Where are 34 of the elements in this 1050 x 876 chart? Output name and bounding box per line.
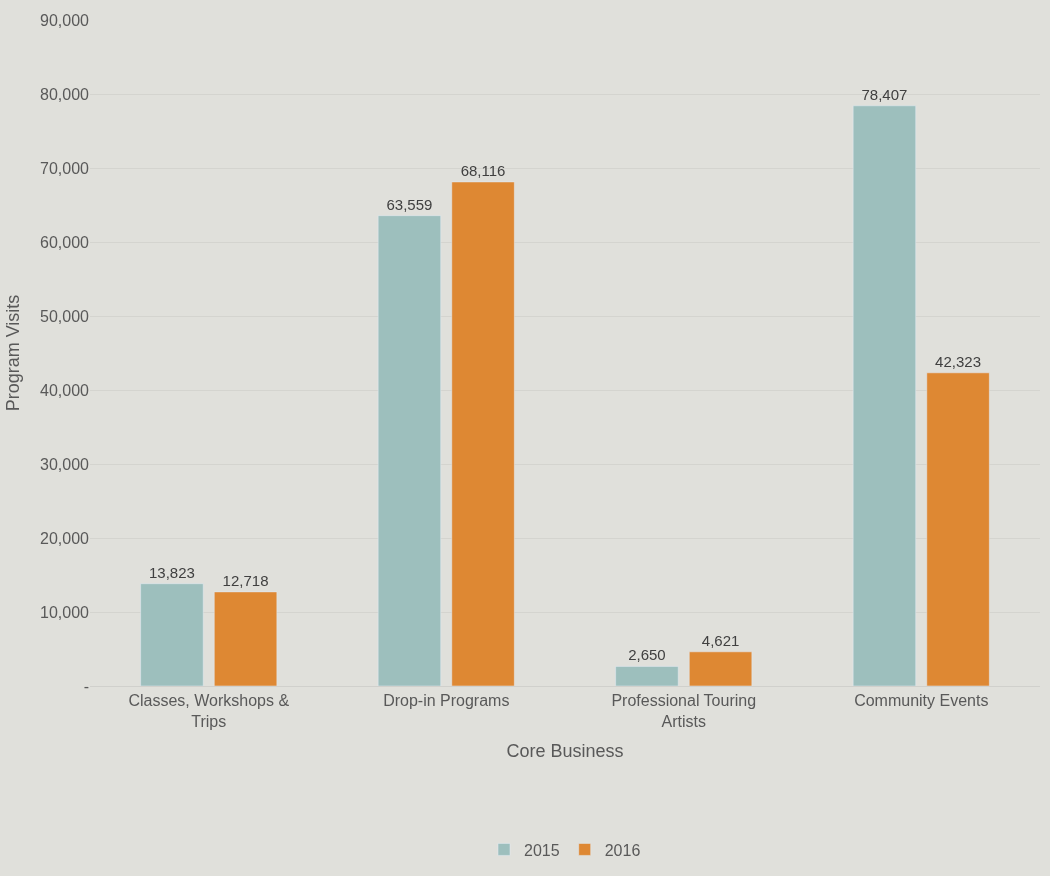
x-tick-label: Professional Touring Artists: [611, 692, 757, 730]
x-tick-label: Drop-in Programs: [383, 692, 510, 710]
y-tick-label: 60,000: [40, 233, 90, 251]
data-label: 78,407: [861, 85, 908, 103]
data-label: 13,823: [148, 563, 195, 581]
y-tick-label: 40,000: [40, 381, 90, 399]
x-tick-label: Community Events: [854, 692, 989, 710]
x-axis-title: Core Business: [506, 741, 624, 762]
data-label: 68,116: [460, 161, 506, 179]
data-label: 2,650: [628, 646, 666, 664]
y-tick-label: -: [83, 677, 89, 695]
legend-label: 2016: [604, 841, 641, 859]
bar: [140, 583, 204, 686]
y-tick-label: 80,000: [40, 85, 90, 103]
data-label: 63,559: [386, 195, 433, 213]
y-tick-label: 20,000: [40, 529, 90, 547]
bar: [689, 651, 753, 686]
y-tick-label: 50,000: [40, 307, 90, 325]
bar: [615, 666, 679, 686]
bar: [852, 105, 916, 686]
legend-label: 2015: [524, 841, 560, 859]
data-label: 42,323: [935, 352, 982, 370]
x-tick-label: Classes, Workshops & Trips: [128, 692, 290, 730]
y-tick-label: 70,000: [40, 159, 90, 177]
data-label: 12,718: [222, 571, 269, 589]
bar: [214, 591, 278, 686]
y-tick-label: 10,000: [40, 603, 90, 621]
y-tick-label: 30,000: [40, 455, 90, 473]
y-tick-label: 90,000: [40, 11, 90, 29]
bar: [926, 372, 990, 686]
bar: [377, 215, 441, 686]
bar: [451, 181, 515, 686]
y-axis-title: Program Visits: [3, 294, 24, 412]
data-label: 4,621: [701, 631, 740, 649]
